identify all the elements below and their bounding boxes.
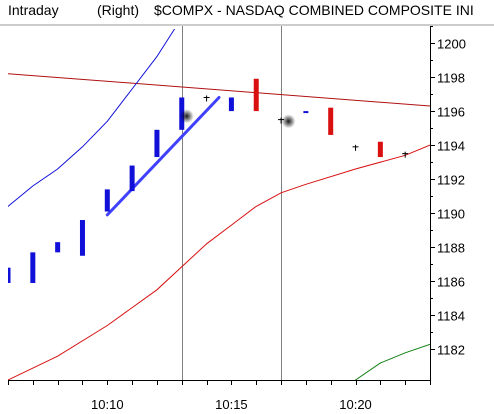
x-tick-label-3: 10:20 xyxy=(339,397,372,412)
resistance-line xyxy=(8,73,430,107)
plot-background xyxy=(8,26,430,380)
scale-side-label: (Right) xyxy=(97,2,139,18)
candle-6 xyxy=(129,165,135,192)
y-axis: 1182 1184 1186 1188 1190 1192 1194 1196 1198 1200 xyxy=(430,26,466,358)
candle-2 xyxy=(30,252,36,283)
candle-7 xyxy=(154,129,160,158)
lower_band-line xyxy=(8,144,430,380)
candle-4 xyxy=(79,220,85,256)
y-tick-label-1192: 1192 xyxy=(437,173,465,188)
candle-16 xyxy=(377,141,383,158)
candle-10 xyxy=(228,97,234,112)
y-tick-label-1194: 1194 xyxy=(437,139,465,154)
candle-5 xyxy=(104,189,110,212)
y-tick-label-1182: 1182 xyxy=(437,343,465,358)
y-tick-label-1186: 1186 xyxy=(437,275,465,290)
candle-3 xyxy=(55,242,61,253)
star-marker-1 xyxy=(179,109,194,124)
y-tick-label-1190: 1190 xyxy=(437,207,465,222)
candle-14 xyxy=(328,107,334,135)
y-tick-label-1188: 1188 xyxy=(437,241,465,256)
plot-content xyxy=(8,26,430,380)
channel-line xyxy=(105,96,221,217)
y-tick-label-1200: 1200 xyxy=(437,37,466,52)
plot-area xyxy=(8,26,430,380)
x-axis: 10:10 10:15 10:20 xyxy=(8,380,431,412)
y-tick-label-1184: 1184 xyxy=(437,309,465,324)
y-tick-label-1198: 1198 xyxy=(437,71,465,86)
y-tick-label-1196: 1196 xyxy=(437,105,465,120)
chart-header: Intraday (Right) $COMPX - NASDAQ COMBINE… xyxy=(8,2,474,18)
chart-title: $COMPX - NASDAQ COMBINED COMPOSITE INI xyxy=(154,2,474,18)
tail_line-line xyxy=(355,343,430,380)
star-marker-2 xyxy=(281,114,296,129)
upper_band-line xyxy=(8,28,175,207)
candle-11 xyxy=(253,78,259,112)
x-tick-label-1: 10:10 xyxy=(91,397,124,412)
candle-13 xyxy=(303,111,309,114)
timeframe-label: Intraday xyxy=(8,2,59,18)
x-tick-label-2: 10:15 xyxy=(215,397,248,412)
candle-1 xyxy=(8,267,11,283)
